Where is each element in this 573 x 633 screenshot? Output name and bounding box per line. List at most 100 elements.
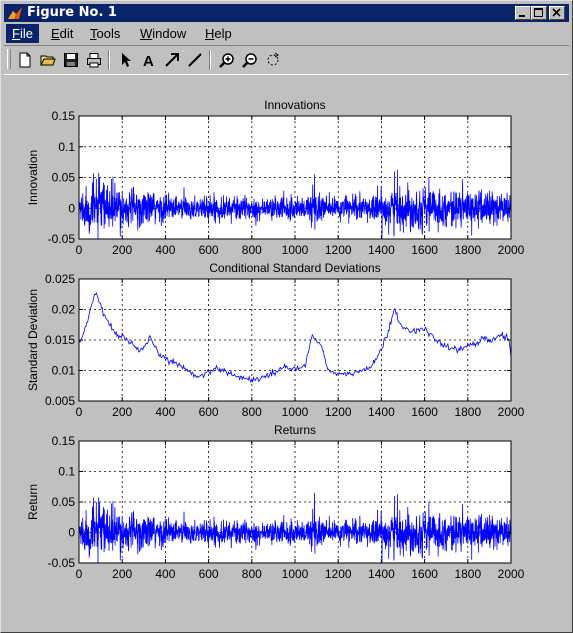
select-button[interactable] [115,50,137,70]
y-tick-label: 0.1 [58,465,75,479]
series-line [78,169,512,240]
open-folder-icon [40,55,56,66]
maximize-icon [534,8,543,17]
y-tick-label: 0.005 [45,394,75,408]
menu-help-label: elp [214,26,232,41]
menu-edit[interactable]: Edit [45,24,79,43]
insert-arrow-button[interactable] [161,50,183,70]
x-tick-label: 1600 [411,567,438,581]
y-axis-label: Standard Deviation [26,289,40,391]
zoom-in-icon [219,53,234,68]
y-tick-label: -0.05 [48,232,76,246]
menu-tools-label: ools [96,26,121,41]
menu-help[interactable]: Help [199,24,238,43]
x-tick-label: 600 [199,405,219,419]
insert-text-button[interactable]: A [138,50,160,70]
x-tick-label: 1000 [282,567,309,581]
x-tick-label: 1600 [411,243,438,257]
x-tick-label: 1000 [282,405,309,419]
x-tick-label: 400 [155,405,175,419]
x-tick-label: 1200 [325,567,352,581]
x-tick-label: 800 [242,405,262,419]
close-button[interactable] [549,6,565,20]
menu-file[interactable]: File [6,24,39,43]
figure-canvas[interactable]: 0 200 400 600 800 1000 1200 1400 1600 1800 2000 -0.… [4,75,569,628]
menu-edit-mnemonic: E [51,26,60,41]
title-bar[interactable]: Figure No. 1 [4,4,569,22]
menu-window-label: indow [152,26,187,41]
toolbar-separator [209,50,211,70]
chart-1: 0 200 400 600 800 1000 1200 1400 1600 1800 2000 0.0… [26,261,525,419]
arrow-select-icon [122,53,131,67]
menu-file-label: ile [19,26,33,41]
text-insert-icon: A [143,53,154,68]
y-tick-label: 0.15 [52,434,76,448]
x-tick-label: 2000 [498,567,525,581]
x-tick-label: 1200 [325,405,352,419]
save-button[interactable] [60,50,82,70]
y-tick-label: 0 [68,201,75,215]
x-tick-label: 600 [199,567,219,581]
toolbar: A [4,45,569,75]
rotate-button[interactable] [262,50,284,70]
x-tick-label: 200 [112,567,132,581]
zoom-out-button[interactable] [239,50,261,70]
y-tick-label: 0.15 [52,109,76,123]
y-tick-label: 0.1 [58,140,75,154]
print-button[interactable] [83,50,105,70]
y-tick-label: 0 [68,526,75,540]
zoom-in-button[interactable] [216,50,238,70]
menu-file-mnemonic: F [12,26,20,41]
chart-0: 0 200 400 600 800 1000 1200 1400 1600 1800 2000 -0.… [26,98,525,257]
x-tick-label: 1200 [325,243,352,257]
series-line [78,292,512,384]
menu-tools[interactable]: Tools [84,24,126,43]
y-axis-label: Return [26,484,40,520]
rotate-icon [267,52,279,66]
menu-window-mnemonic: W [140,26,153,41]
toolbar-grip[interactable] [7,49,11,69]
figure-plots: 0 200 400 600 800 1000 1200 1400 1600 1800 2000-0.… [26,98,525,581]
x-tick-label: 0 [76,243,83,257]
x-tick-label: 200 [112,405,132,419]
x-tick-label: 1400 [368,405,395,419]
open-button[interactable] [37,50,59,70]
x-tick-label: 1000 [282,243,309,257]
matlab-logo-icon[interactable] [7,5,23,21]
arrow-insert-icon [165,53,179,67]
y-tick-label: -0.05 [48,556,76,570]
x-tick-label: 1800 [454,567,481,581]
toolbar-separator [108,50,110,70]
menu-help-mnemonic: H [205,26,215,41]
x-tick-label: 400 [155,567,175,581]
x-tick-label: 1400 [368,567,395,581]
y-tick-label: 0.02 [52,303,76,317]
x-tick-label: 1600 [411,405,438,419]
y-tick-label: 0.015 [45,333,75,347]
x-tick-label: 0 [76,567,83,581]
x-tick-label: 1400 [368,243,395,257]
new-button[interactable] [14,50,36,70]
chart-2: 0 200 400 600 800 1000 1200 1400 1600 1800 2000 -0.… [26,423,525,581]
x-tick-label: 2000 [498,243,525,257]
y-tick-label: 0.05 [52,171,76,185]
minimize-button[interactable] [515,6,531,20]
y-tick-label: 0.01 [52,364,76,378]
y-tick-label: 0.025 [45,272,75,286]
svg-text:A: A [143,53,154,68]
print-icon [87,53,101,68]
chart-title: Innovations [264,98,325,112]
menu-window[interactable]: Window [134,24,192,43]
x-tick-label: 600 [199,243,219,257]
menu-edit-label: dit [59,26,74,41]
series-line [78,492,512,564]
insert-line-button[interactable] [184,50,206,70]
x-tick-label: 800 [242,567,262,581]
maximize-button[interactable] [531,6,547,20]
x-tick-label: 200 [112,243,132,257]
menu-bar: File Edit Tools Window Help [4,24,569,43]
y-tick-label: 0.05 [52,495,76,509]
x-tick-label: 1800 [454,243,481,257]
menu-tools-mnemonic: T [90,26,97,41]
x-tick-label: 0 [76,405,83,419]
